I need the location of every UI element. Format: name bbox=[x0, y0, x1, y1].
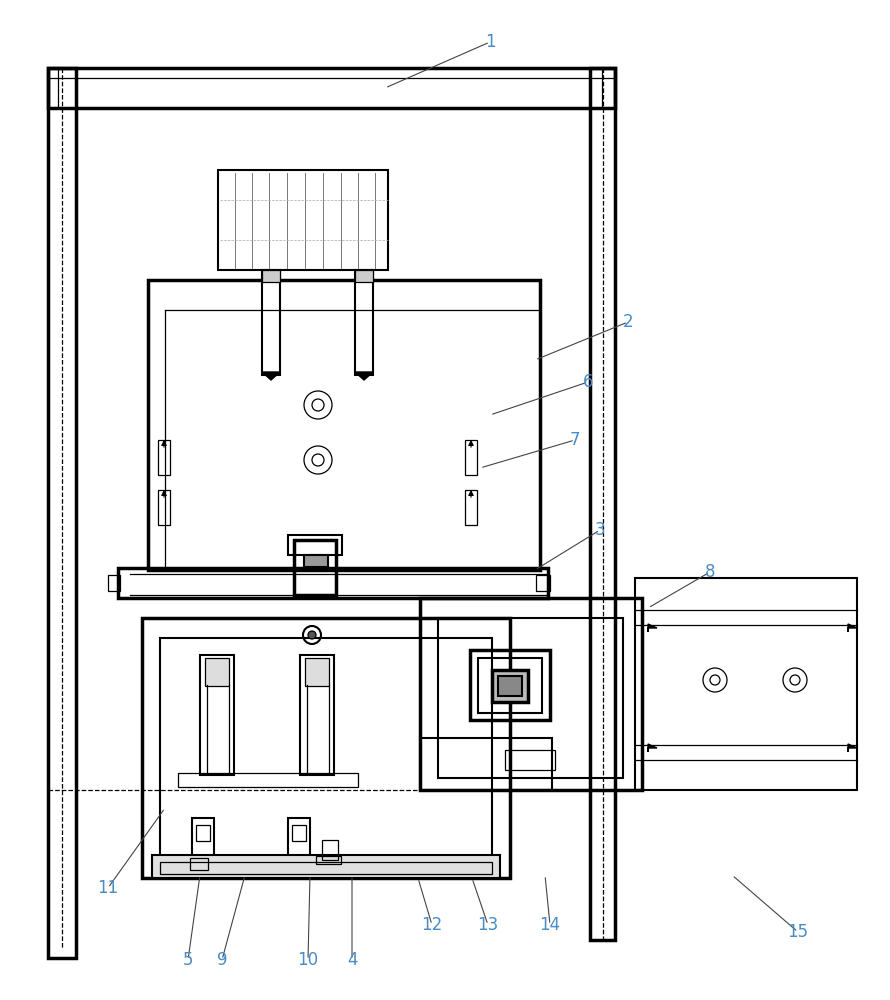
Text: 2: 2 bbox=[623, 313, 634, 331]
Text: 12: 12 bbox=[421, 916, 442, 934]
Bar bbox=[148, 280, 540, 570]
Text: 7: 7 bbox=[570, 431, 580, 449]
Bar bbox=[190, 858, 208, 870]
Bar bbox=[178, 773, 358, 787]
Bar bbox=[322, 840, 338, 860]
Bar bbox=[635, 578, 857, 790]
Bar bbox=[420, 598, 642, 790]
Text: 10: 10 bbox=[297, 951, 319, 969]
Polygon shape bbox=[262, 372, 280, 380]
Bar bbox=[48, 68, 76, 108]
Text: 6: 6 bbox=[583, 373, 594, 391]
Bar bbox=[160, 638, 492, 866]
Bar bbox=[192, 818, 214, 856]
Bar bbox=[292, 825, 306, 841]
Bar bbox=[465, 440, 477, 475]
Text: 5: 5 bbox=[182, 951, 193, 969]
Bar bbox=[160, 862, 492, 874]
Bar bbox=[355, 270, 373, 282]
Bar bbox=[470, 650, 550, 720]
Bar bbox=[505, 750, 555, 770]
Bar bbox=[304, 555, 328, 567]
Bar bbox=[158, 490, 170, 525]
Polygon shape bbox=[648, 624, 657, 632]
Bar bbox=[48, 68, 615, 108]
Polygon shape bbox=[848, 624, 857, 632]
Bar bbox=[438, 618, 623, 778]
Bar bbox=[465, 490, 477, 525]
Bar bbox=[420, 738, 552, 790]
Bar bbox=[218, 170, 388, 270]
Circle shape bbox=[308, 631, 316, 639]
Bar bbox=[48, 68, 76, 958]
Bar bbox=[288, 535, 342, 555]
Bar bbox=[196, 825, 210, 841]
Bar bbox=[305, 658, 329, 686]
Bar bbox=[142, 618, 510, 878]
Bar bbox=[492, 670, 528, 702]
Polygon shape bbox=[648, 744, 657, 752]
Bar bbox=[590, 68, 615, 940]
Text: 8: 8 bbox=[705, 563, 716, 581]
Text: 4: 4 bbox=[347, 951, 357, 969]
Bar bbox=[316, 856, 341, 864]
Bar bbox=[536, 575, 550, 591]
Bar bbox=[262, 270, 280, 282]
Bar bbox=[294, 540, 336, 595]
Text: 1: 1 bbox=[485, 33, 496, 51]
Bar bbox=[498, 676, 522, 696]
Bar bbox=[262, 270, 280, 375]
Bar bbox=[200, 655, 234, 775]
Bar bbox=[205, 658, 229, 686]
Bar bbox=[118, 568, 548, 598]
Bar bbox=[300, 655, 334, 775]
Bar bbox=[158, 440, 170, 475]
Text: 11: 11 bbox=[97, 879, 118, 897]
Bar bbox=[288, 818, 310, 856]
Bar bbox=[355, 270, 373, 375]
Text: 9: 9 bbox=[217, 951, 227, 969]
Text: 14: 14 bbox=[539, 916, 561, 934]
Polygon shape bbox=[848, 744, 857, 752]
Bar bbox=[590, 68, 615, 108]
Text: 3: 3 bbox=[595, 521, 605, 539]
Bar bbox=[108, 575, 120, 591]
Text: 15: 15 bbox=[788, 923, 808, 941]
Bar bbox=[152, 855, 500, 878]
Bar bbox=[478, 658, 542, 713]
Text: 13: 13 bbox=[477, 916, 498, 934]
Polygon shape bbox=[355, 372, 373, 380]
